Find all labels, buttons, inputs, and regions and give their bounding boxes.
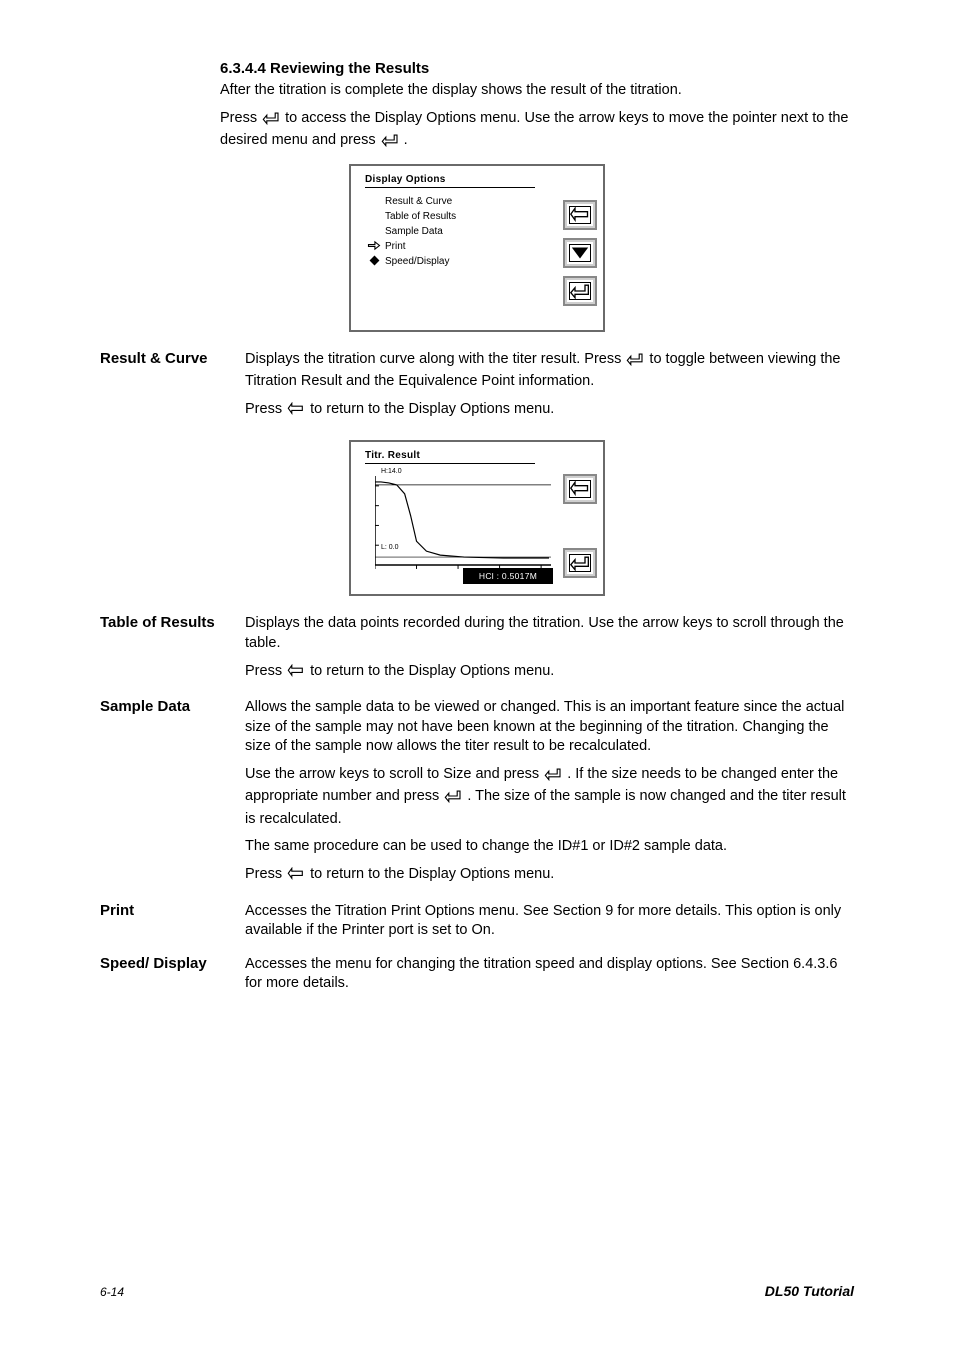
back-button[interactable] bbox=[563, 474, 597, 504]
para-display-options-instr: Press to access the Display Options menu… bbox=[220, 109, 854, 154]
page: 6.3.4.4 Reviewing the Results After the … bbox=[0, 0, 954, 1351]
text-frag: to return to the Display Options menu. bbox=[310, 866, 554, 882]
down-icon bbox=[570, 244, 590, 262]
titration-chart: H:14.0 L: 0.0 HCl : 0.5017M bbox=[365, 470, 553, 580]
enter-icon bbox=[570, 554, 590, 572]
footer-title: DL50 Tutorial bbox=[765, 1283, 854, 1299]
enter-icon bbox=[380, 133, 400, 154]
para-sample-data-3: The same procedure can be used to change… bbox=[245, 837, 854, 857]
section-print: Print Accesses the Titration Print Optio… bbox=[100, 902, 854, 949]
speed-display-body: Accesses the menu for changing the titra… bbox=[245, 955, 854, 1002]
enter-icon bbox=[625, 352, 645, 373]
text-frag: Press bbox=[220, 110, 261, 126]
title-rule bbox=[365, 187, 535, 188]
menu-label: Sample Data bbox=[385, 226, 443, 237]
back-icon bbox=[570, 480, 590, 498]
text-frag: Press bbox=[245, 866, 286, 882]
screen-title: Titr. Result bbox=[359, 450, 595, 463]
y-axis-bottom-label: L: 0.0 bbox=[381, 544, 399, 551]
page-footer: 6-14 DL50 Tutorial bbox=[100, 1283, 854, 1299]
menu-label: Speed/Display bbox=[385, 256, 449, 267]
back-icon bbox=[570, 206, 590, 224]
back-icon bbox=[286, 664, 306, 685]
section-result-curve: Result & Curve Displays the titration cu… bbox=[100, 350, 854, 431]
print-body: Accesses the Titration Print Options men… bbox=[245, 902, 854, 949]
down-button[interactable] bbox=[563, 238, 597, 268]
text-frag: . bbox=[404, 132, 408, 148]
screen-title: Display Options bbox=[359, 174, 595, 187]
para-result-curve-2: Press to return to the Display Options m… bbox=[245, 400, 854, 423]
enter-icon bbox=[443, 789, 463, 810]
menu-label: Print bbox=[385, 241, 406, 252]
text-frag: to return to the Display Options menu. bbox=[310, 401, 554, 417]
section-speed-display: Speed/ Display Accesses the menu for cha… bbox=[100, 955, 854, 1002]
enter-icon bbox=[261, 111, 281, 132]
diamond-icon bbox=[370, 255, 380, 265]
enter-button[interactable] bbox=[563, 276, 597, 306]
text-frag: to return to the Display Options menu. bbox=[310, 663, 554, 679]
para-print-1: Accesses the Titration Print Options men… bbox=[245, 902, 854, 941]
enter-button[interactable] bbox=[563, 548, 597, 578]
text-frag: Displays the titration curve along with … bbox=[245, 351, 625, 367]
button-column bbox=[563, 200, 597, 306]
chart-caption-bar: HCl : 0.5017M bbox=[463, 568, 553, 584]
result-curve-body: Displays the titration curve along with … bbox=[245, 350, 854, 431]
page-number: 6-14 bbox=[100, 1285, 124, 1299]
menu-label: Result & Curve bbox=[385, 196, 452, 207]
lcd-screen-display-options: Display Options Result & Curve Table of … bbox=[349, 164, 605, 332]
back-button[interactable] bbox=[563, 200, 597, 230]
text-frag: Press bbox=[245, 401, 286, 417]
text-frag: to access the Display Options menu. Use … bbox=[220, 110, 849, 149]
text-frag: Use the arrow keys to scroll to Size and… bbox=[245, 766, 543, 782]
para-table-results-2: Press to return to the Display Options m… bbox=[245, 662, 854, 685]
menu-label: Table of Results bbox=[385, 211, 456, 222]
chart-plot bbox=[375, 476, 553, 571]
para-result-curve-1: Displays the titration curve along with … bbox=[245, 350, 854, 392]
screen-titr-result-wrap: Titr. Result bbox=[100, 440, 854, 596]
section-table-results: Table of Results Displays the data point… bbox=[100, 614, 854, 692]
screen-content: H:14.0 L: 0.0 HCl : 0.5017M bbox=[359, 470, 595, 590]
title-rule bbox=[365, 463, 535, 464]
back-icon bbox=[286, 867, 306, 888]
section-review-results: 6.3.4.4 Reviewing the Results After the … bbox=[220, 60, 854, 154]
section-sample-data: Sample Data Allows the sample data to be… bbox=[100, 698, 854, 896]
para-sample-data-4: Press to return to the Display Options m… bbox=[245, 865, 854, 888]
back-icon bbox=[286, 402, 306, 423]
screen-display-options-wrap: Display Options Result & Curve Table of … bbox=[100, 164, 854, 332]
sample-data-body: Allows the sample data to be viewed or c… bbox=[245, 698, 854, 896]
enter-icon bbox=[570, 282, 590, 300]
para-speed-display-1: Accesses the menu for changing the titra… bbox=[245, 955, 854, 994]
screen-content: Result & Curve Table of Results Sample D… bbox=[359, 194, 595, 322]
button-column bbox=[563, 474, 597, 578]
heading-review-results: 6.3.4.4 Reviewing the Results bbox=[220, 60, 854, 77]
pointer-hand-icon bbox=[367, 240, 381, 251]
enter-icon bbox=[543, 767, 563, 788]
y-axis-top-label: H:14.0 bbox=[381, 468, 402, 475]
heading-speed-display: Speed/ Display bbox=[100, 955, 215, 972]
table-results-body: Displays the data points recorded during… bbox=[245, 614, 854, 692]
heading-print: Print bbox=[100, 902, 215, 919]
heading-result-curve: Result & Curve bbox=[100, 350, 215, 367]
para-sample-data-1: Allows the sample data to be viewed or c… bbox=[245, 698, 854, 757]
heading-sample-data: Sample Data bbox=[100, 698, 215, 715]
para-sample-data-2: Use the arrow keys to scroll to Size and… bbox=[245, 765, 854, 830]
menu-list: Result & Curve Table of Results Sample D… bbox=[359, 194, 595, 269]
lcd-screen-titr-result: Titr. Result bbox=[349, 440, 605, 596]
text-frag: Press bbox=[245, 663, 286, 679]
para-table-results-1: Displays the data points recorded during… bbox=[245, 614, 854, 653]
heading-table-results: Table of Results bbox=[100, 614, 215, 631]
para-result-intro: After the titration is complete the disp… bbox=[220, 81, 854, 101]
